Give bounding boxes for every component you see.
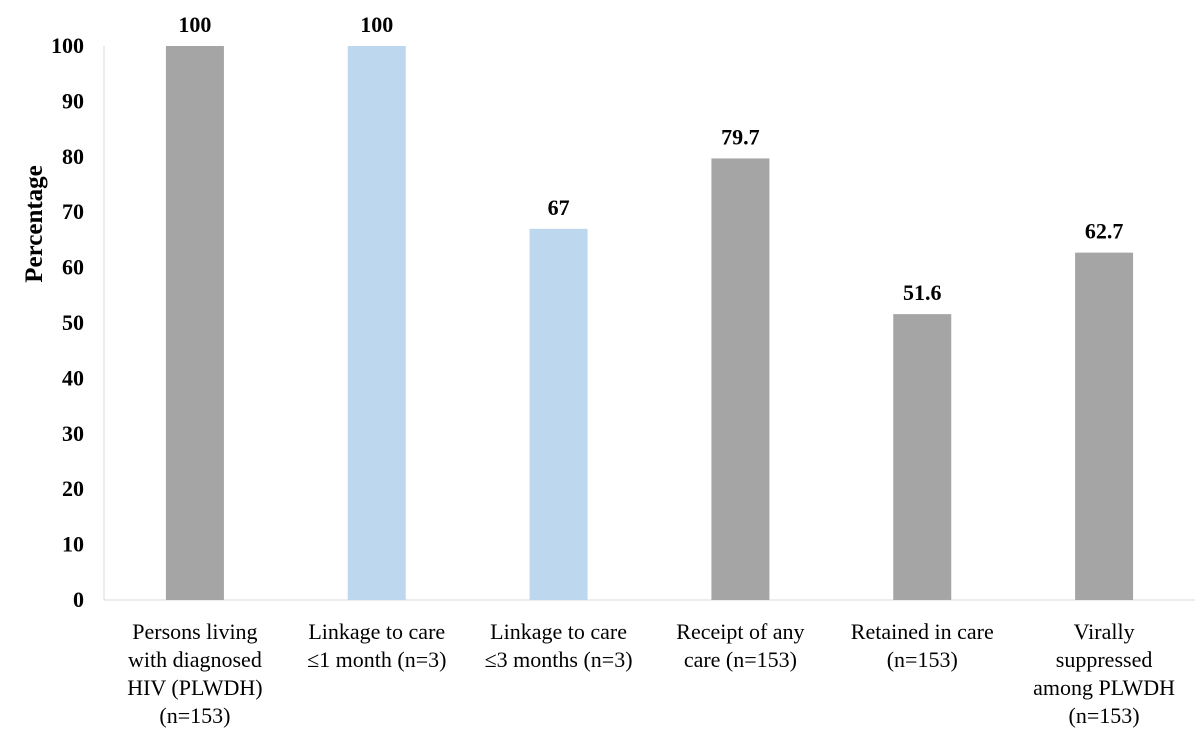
- x-category-label-line: with diagnosed: [128, 647, 262, 672]
- y-tick-label: 70: [62, 199, 84, 224]
- x-category-label: Receipt of any care (n=153): [676, 619, 804, 672]
- y-tick-label: 40: [62, 365, 84, 390]
- x-category-label-line: Retained in care: [851, 619, 994, 644]
- bar: [165, 46, 224, 600]
- y-axis-label: Percentage: [21, 165, 48, 283]
- x-category-label-line: ≤3 months (n=3): [485, 647, 633, 672]
- y-tick-label: 80: [62, 144, 84, 169]
- x-category-label-line: care (n=153): [684, 647, 797, 672]
- x-category-label-line: HIV (PLWDH): [127, 675, 262, 700]
- y-tick-label: 20: [62, 476, 84, 501]
- data-label: 100: [178, 12, 211, 37]
- x-category-label-line: suppressed: [1056, 647, 1153, 672]
- data-labels: 100 100 67 79.7 51.6 62.7: [178, 12, 1123, 305]
- x-category-label-line: (n=153): [159, 703, 230, 728]
- x-category-label-line: Persons living: [132, 619, 257, 644]
- data-label: 51.6: [903, 280, 942, 305]
- data-label: 67: [548, 195, 570, 220]
- x-category-labels: Persons living with diagnosed HIV (PLWDH) (…: [127, 619, 1175, 728]
- data-label: 100: [360, 12, 393, 37]
- bar: [529, 228, 588, 600]
- bar: [347, 46, 406, 600]
- x-category-label: Virally suppressed among PLWDH (n=153): [1033, 619, 1175, 728]
- x-category-label: Linkage to care ≤1 month (n=3): [307, 619, 446, 672]
- x-category-label-line: Virally: [1074, 619, 1135, 644]
- bars: [165, 46, 1134, 600]
- y-tick-label: 10: [62, 532, 84, 557]
- x-category-label-line: (n=153): [887, 647, 958, 672]
- y-tick-label: 90: [62, 88, 84, 113]
- y-tick-label: 50: [62, 310, 84, 335]
- x-category-label-line: (n=153): [1069, 703, 1140, 728]
- x-category-label-line: among PLWDH: [1033, 675, 1175, 700]
- bar: [1075, 252, 1134, 600]
- x-category-label-line: Linkage to care: [308, 619, 445, 644]
- x-category-label: Persons living with diagnosed HIV (PLWDH) (…: [127, 619, 262, 728]
- data-label: 79.7: [721, 124, 760, 149]
- bar: [711, 158, 770, 600]
- data-label: 62.7: [1085, 219, 1124, 244]
- y-tick-labels: 0 10 20 30 40 50 60 70 80 90 100: [51, 33, 84, 612]
- x-category-label-line: Receipt of any: [676, 619, 804, 644]
- y-tick-label: 60: [62, 255, 84, 280]
- y-tick-label: 100: [51, 33, 84, 58]
- y-tick-label: 0: [73, 587, 84, 612]
- x-category-label: Linkage to care ≤3 months (n=3): [485, 619, 633, 672]
- bar: [893, 314, 952, 600]
- x-category-label-line: ≤1 month (n=3): [307, 647, 446, 672]
- x-category-label: Retained in care (n=153): [851, 619, 994, 672]
- x-category-label-line: Linkage to care: [490, 619, 627, 644]
- y-tick-label: 30: [62, 421, 84, 446]
